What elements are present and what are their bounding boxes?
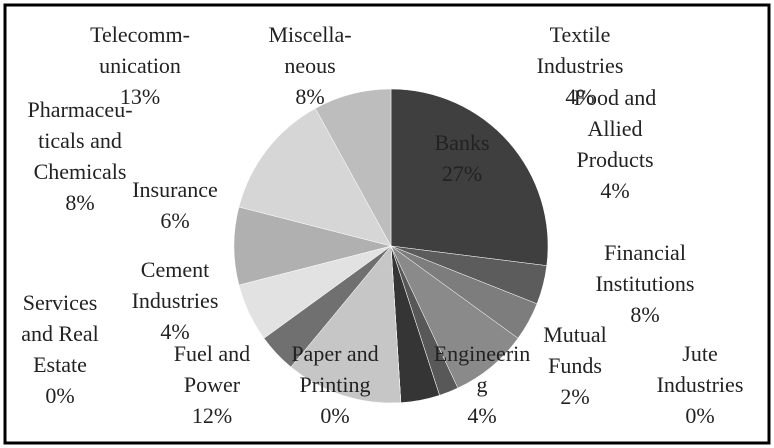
slice-value-label: 8% — [65, 190, 94, 215]
slice-label: Pharmaceu- — [27, 97, 132, 122]
slice-label: Services — [23, 290, 98, 315]
slice-value-label: 4% — [467, 403, 496, 428]
slice-label: Engineerin — [434, 341, 531, 366]
slice-value-label: 4% — [565, 84, 594, 109]
slice-label: Paper and — [291, 341, 378, 366]
slice-label: Funds — [548, 353, 602, 378]
slice-label: Chemicals — [34, 159, 127, 184]
slice-label: Industries — [537, 53, 624, 78]
slice-value-label: 0% — [685, 403, 714, 428]
slice-label: Cement — [141, 257, 209, 282]
slice-label: g — [477, 372, 488, 397]
slice-value-label: 8% — [630, 302, 659, 327]
slice-label: Telecomm- — [90, 22, 190, 47]
slice-value-label: 0% — [45, 383, 74, 408]
slice-label: Power — [184, 372, 241, 397]
slice-label: Allied — [588, 116, 643, 141]
slice-label: Mutual — [543, 322, 607, 347]
slice-value-label: 4% — [160, 319, 189, 344]
pie-slice — [315, 88, 392, 247]
slice-value-label: 4% — [600, 178, 629, 203]
slice-value-label: 0% — [320, 403, 349, 428]
slice-label: Miscella- — [268, 22, 351, 47]
slice-label: and Real — [21, 321, 99, 346]
slice-value-label: 8% — [295, 84, 324, 109]
pie-slice — [290, 245, 402, 404]
slice-label: Estate — [33, 352, 87, 377]
slice-label: Industries — [132, 288, 219, 313]
slice-label: Jute — [682, 341, 717, 366]
slice-value-label: 12% — [192, 403, 232, 428]
slice-label: Industries — [657, 372, 744, 397]
slice-label: Financial — [604, 240, 686, 265]
slice-label: Banks — [435, 130, 490, 155]
slice-label: Textile — [550, 22, 611, 47]
slice-label: Food and — [574, 85, 657, 110]
slice-label: Institutions — [595, 271, 694, 296]
slice-value-label: 27% — [442, 161, 482, 186]
pie-slice — [390, 88, 549, 266]
slice-value-label: 2% — [560, 384, 589, 409]
slice-label: unication — [99, 53, 181, 78]
slice-label: Products — [577, 147, 654, 172]
slice-value-label: 13% — [120, 84, 160, 109]
pie-slice — [238, 108, 392, 247]
slice-value-label: 6% — [160, 208, 189, 233]
slice-label: Fuel and — [174, 341, 250, 366]
slice-label: ticals and — [38, 128, 122, 153]
slice-label: Printing — [300, 372, 371, 397]
slice-label: Insurance — [132, 177, 218, 202]
slice-label: neous — [284, 53, 335, 78]
